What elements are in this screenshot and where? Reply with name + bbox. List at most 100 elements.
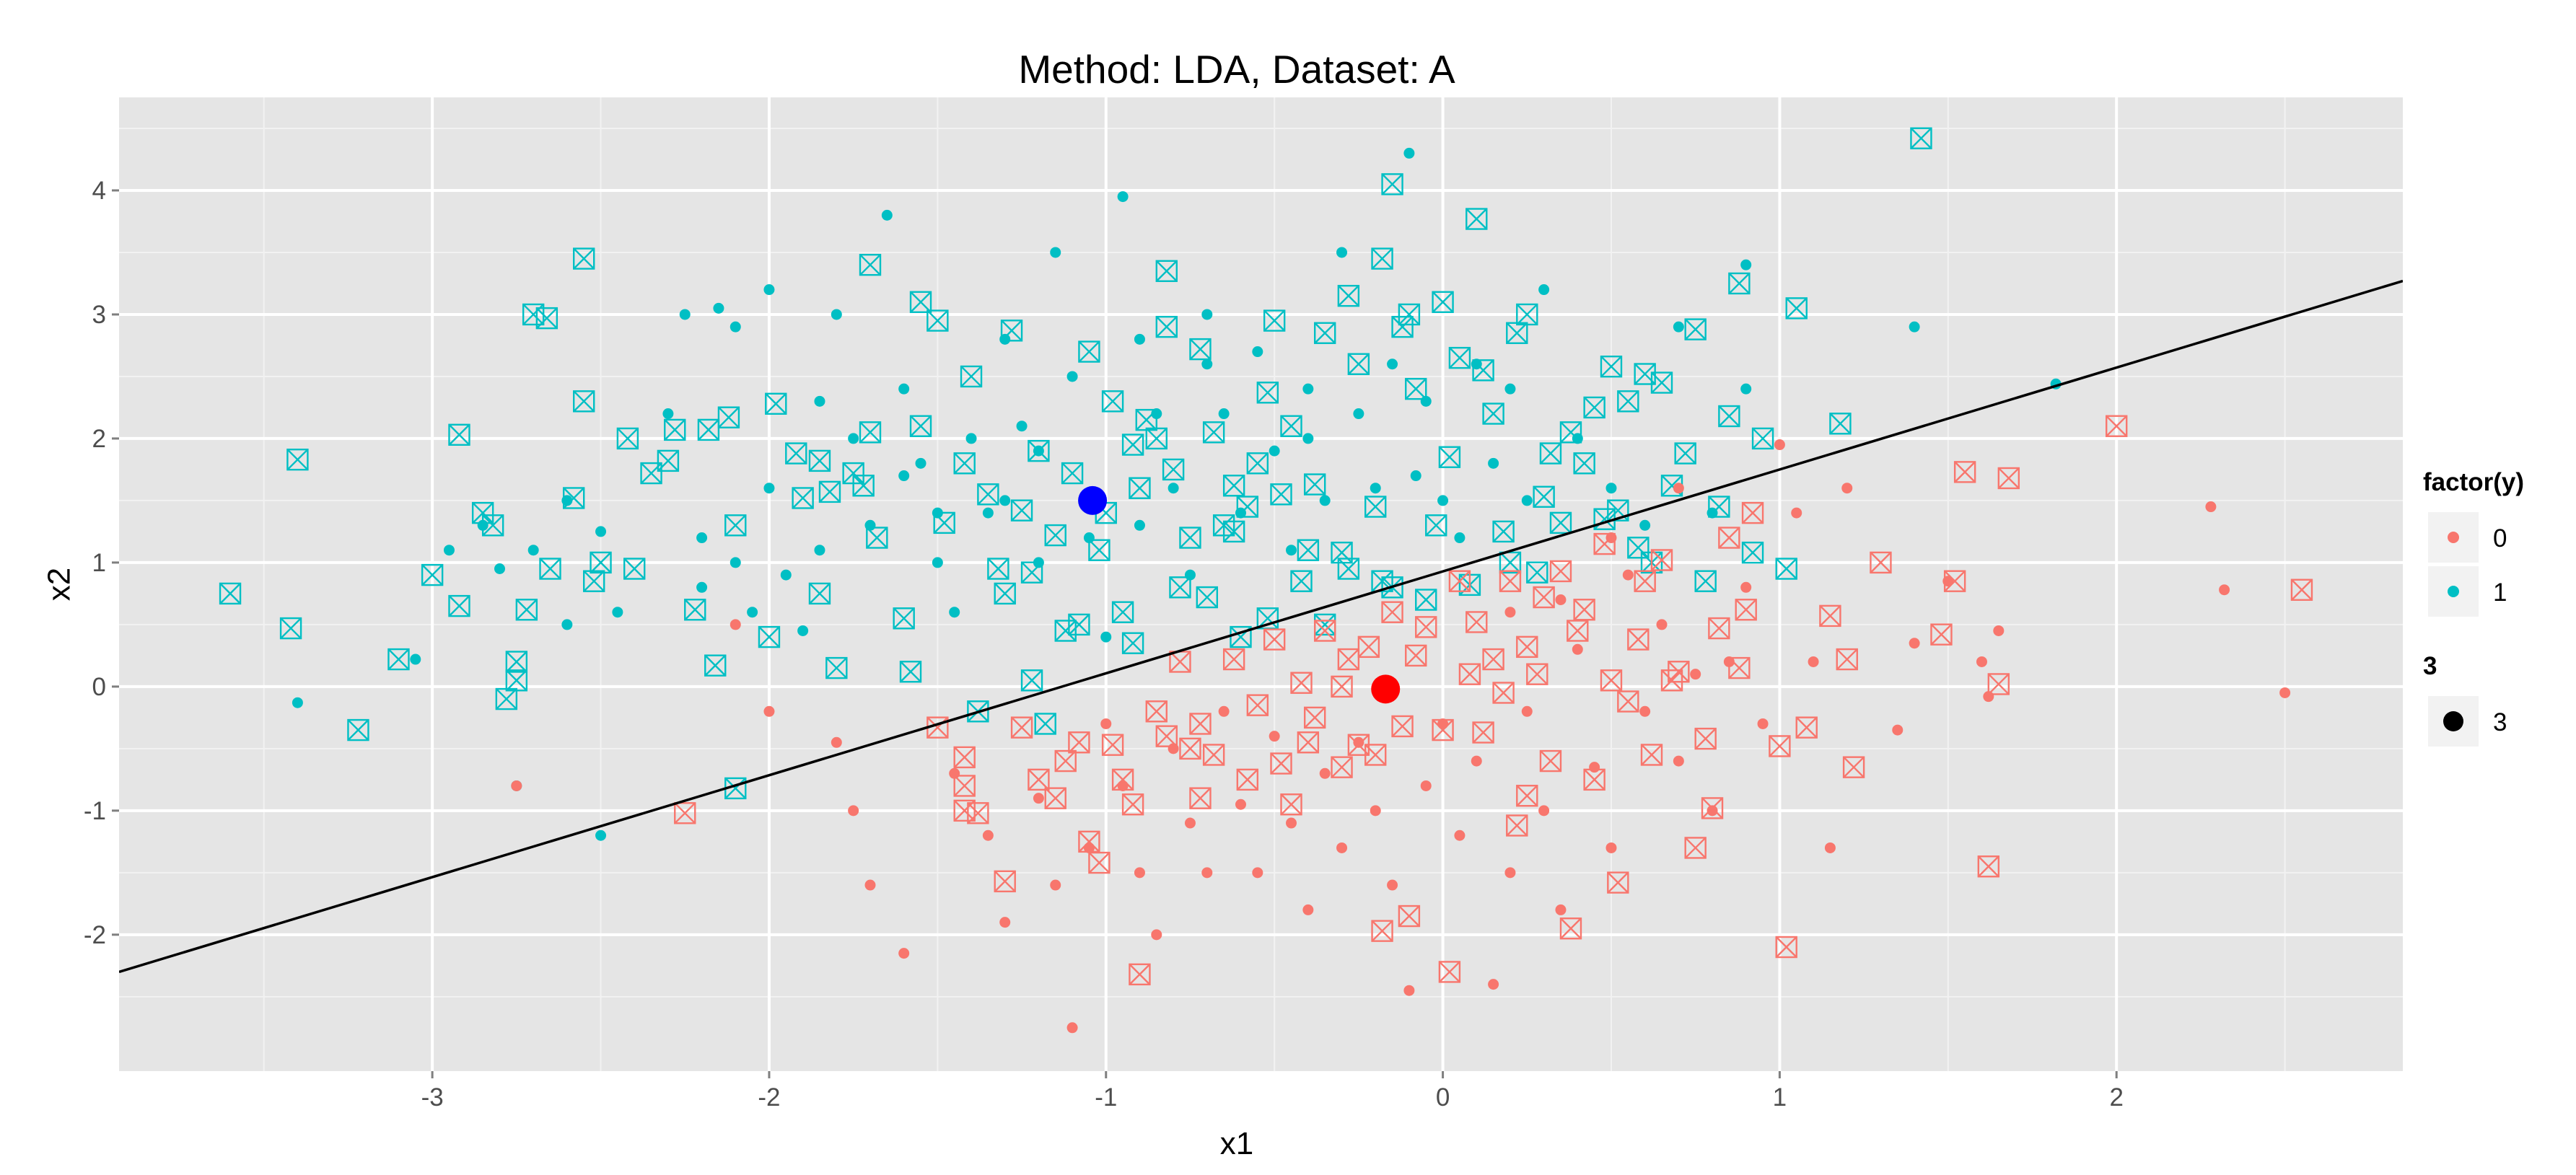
boxed-x-point-class-0 — [1189, 787, 1212, 809]
boxed-x-point-class-0 — [1593, 532, 1616, 555]
boxed-x-point-class-1 — [808, 449, 831, 472]
boxed-x-point-class-1 — [1179, 527, 1201, 549]
boxed-x-point-class-1 — [1290, 570, 1313, 592]
boxed-x-point-class-1 — [387, 648, 410, 671]
y-tick-label: 4 — [92, 177, 106, 205]
data-point-class-1 — [982, 507, 994, 519]
boxed-x-point-class-0 — [2106, 415, 2128, 437]
boxed-x-point-class-1 — [1751, 427, 1774, 450]
boxed-x-point-class-1 — [1466, 208, 1488, 230]
data-point-class-0 — [2205, 501, 2217, 513]
boxed-x-point-class-1 — [1775, 558, 1797, 580]
data-point-class-1 — [1302, 383, 1314, 395]
data-point-class-1 — [1387, 358, 1398, 370]
data-point-class-1 — [1336, 247, 1348, 258]
boxed-x-point-class-1 — [1303, 473, 1326, 496]
boxed-x-point-class-1 — [1364, 496, 1387, 518]
data-point-class-1 — [763, 483, 775, 494]
data-point-class-1 — [1410, 470, 1421, 482]
data-point-class-0 — [1707, 805, 1718, 817]
boxed-x-point-class-1 — [1129, 477, 1151, 499]
boxed-x-point-class-1 — [1202, 421, 1225, 444]
y-axis-title: x2 — [42, 568, 77, 601]
boxed-x-point-class-0 — [1088, 851, 1110, 874]
data-point-class-1 — [1269, 445, 1280, 457]
boxed-x-point-class-1 — [1280, 415, 1302, 437]
boxed-x-point-class-1 — [1061, 462, 1084, 485]
data-point-class-1 — [898, 383, 910, 395]
boxed-x-point-class-0 — [1735, 599, 1757, 621]
boxed-x-point-class-0 — [1101, 734, 1124, 756]
y-tick-label: -1 — [84, 797, 106, 825]
data-point-class-1 — [1740, 259, 1752, 270]
class-centroids — [1078, 485, 1401, 704]
boxed-x-point-class-0 — [1155, 725, 1178, 747]
boxed-x-point-class-1 — [1020, 669, 1043, 692]
boxed-x-point-class-0 — [1842, 756, 1865, 778]
data-point-class-1 — [1201, 309, 1213, 320]
data-point-class-0 — [1774, 439, 1785, 451]
boxed-x-point-class-0 — [1290, 672, 1313, 694]
boxed-x-point-class-1 — [1196, 586, 1219, 609]
data-point-class-1 — [595, 829, 607, 841]
boxed-x-point-class-1 — [704, 654, 727, 677]
boxed-x-point-class-1 — [1432, 291, 1454, 313]
boxed-x-point-class-0 — [1600, 669, 1623, 692]
data-point-class-1 — [410, 653, 421, 665]
boxed-x-point-class-0 — [1280, 793, 1302, 816]
boxed-x-point-class-0 — [1222, 648, 1245, 671]
boxed-x-point-class-0 — [1567, 620, 1589, 642]
data-point-class-1 — [949, 607, 960, 618]
data-point-class-0 — [511, 780, 522, 791]
boxed-x-point-class-1 — [1583, 396, 1605, 419]
data-point-class-0 — [1673, 483, 1684, 494]
boxed-x-point-class-0 — [1997, 467, 2020, 490]
boxed-x-point-class-1 — [1516, 303, 1538, 326]
boxed-x-point-class-0 — [1270, 752, 1292, 775]
boxed-x-point-class-1 — [953, 452, 976, 475]
boxed-x-point-class-1 — [926, 309, 949, 332]
boxed-x-point-class-0 — [1819, 604, 1841, 628]
data-point-class-1 — [1201, 358, 1213, 370]
data-point-class-0 — [1555, 594, 1567, 605]
boxed-x-point-class-0 — [967, 802, 989, 824]
boxed-x-point-class-1 — [279, 617, 302, 640]
boxed-x-point-class-1 — [286, 448, 309, 471]
x-tick-label: -3 — [421, 1083, 444, 1112]
boxed-x-point-class-0 — [1405, 644, 1427, 667]
boxed-x-point-class-1 — [1010, 499, 1033, 522]
x-tick-label: 1 — [1773, 1083, 1787, 1112]
boxed-x-point-class-0 — [1836, 648, 1858, 671]
boxed-x-point-class-1 — [1347, 353, 1370, 375]
data-point-class-1 — [848, 433, 859, 444]
data-point-class-0 — [730, 619, 741, 630]
boxed-x-point-class-1 — [1499, 551, 1522, 574]
y-tick-label: 1 — [92, 549, 106, 577]
boxed-x-point-class-0 — [1573, 599, 1595, 621]
boxed-x-point-class-1 — [1078, 340, 1100, 363]
data-point-class-0 — [1504, 867, 1516, 879]
legend-label-1: 1 — [2493, 578, 2507, 607]
data-point-class-1 — [1100, 631, 1112, 643]
boxed-x-point-class-1 — [765, 392, 787, 415]
data-point-class-0 — [1589, 762, 1600, 773]
boxed-x-point-class-1 — [1236, 496, 1259, 518]
boxed-x-point-class-1 — [1573, 452, 1595, 475]
data-point-class-0 — [1791, 507, 1802, 519]
data-point-class-0 — [1302, 904, 1314, 915]
data-point-class-0 — [1757, 718, 1769, 729]
data-point-class-1 — [1370, 483, 1381, 494]
data-point-class-1 — [965, 433, 977, 444]
centroid-class-1 — [1078, 485, 1108, 515]
boxed-x-point-class-0 — [1539, 749, 1562, 773]
boxed-x-point-class-0 — [1516, 635, 1538, 659]
boxed-x-point-class-1 — [1785, 297, 1808, 320]
boxed-x-point-class-1 — [852, 475, 875, 497]
boxed-x-point-class-1 — [909, 291, 932, 313]
boxed-x-point-class-1 — [987, 558, 1009, 580]
boxed-x-point-class-0 — [1516, 785, 1538, 807]
boxed-x-point-class-1 — [1650, 371, 1673, 394]
data-point-class-0 — [1454, 829, 1466, 841]
data-point-class-1 — [1134, 519, 1145, 531]
data-point-class-1 — [831, 309, 842, 320]
